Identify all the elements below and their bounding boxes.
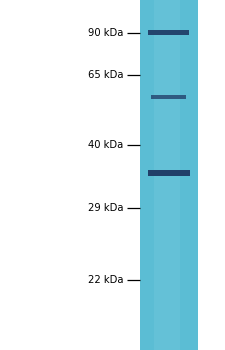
- Bar: [154, 0, 180, 350]
- Bar: [151, 95, 186, 99]
- Text: 29 kDa: 29 kDa: [88, 203, 124, 213]
- Text: 22 kDa: 22 kDa: [88, 275, 124, 285]
- Text: 90 kDa: 90 kDa: [88, 28, 124, 38]
- Bar: [148, 170, 190, 176]
- Text: 65 kDa: 65 kDa: [88, 70, 124, 80]
- Text: 40 kDa: 40 kDa: [88, 140, 124, 150]
- Bar: [140, 0, 198, 350]
- Bar: [148, 30, 189, 35]
